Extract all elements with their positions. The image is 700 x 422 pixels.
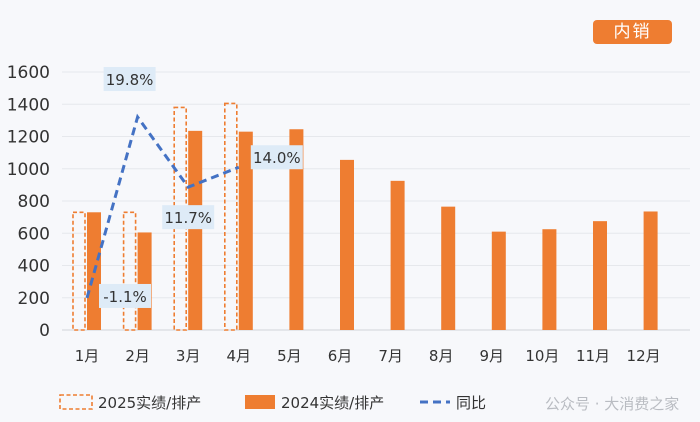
y-tick-label: 1400 (7, 95, 50, 115)
y-tick-label: 0 (39, 321, 50, 341)
bar-2024 (441, 206, 456, 330)
yoy-label-bg (99, 283, 151, 308)
x-tick-label: 4月 (227, 347, 252, 365)
bar-2025 (224, 102, 238, 331)
bar-2024 (491, 231, 506, 330)
bar-2024 (289, 129, 304, 330)
legend-swatch-2025 (59, 394, 93, 410)
x-tick-label: 7月 (378, 347, 403, 365)
x-tick-label: 2月 (125, 347, 150, 365)
yoy-label-bg (250, 145, 303, 170)
x-tick-label: 1月 (75, 347, 100, 365)
yoy-label: 14.0% (253, 149, 301, 167)
bar-2024 (238, 131, 253, 330)
yoy-label: 19.8% (106, 71, 154, 89)
yoy-label-bg (103, 67, 156, 92)
x-tick-label: 5月 (277, 347, 302, 365)
yoy-label-bg (162, 205, 215, 230)
y-tick-label: 1000 (7, 160, 50, 180)
y-tick-label: 1600 (7, 63, 50, 83)
legend-label-yoy: 同比 (456, 394, 486, 412)
x-tick-label: 11月 (576, 347, 610, 365)
legend-swatch-2024 (245, 395, 275, 409)
x-tick-label: 8月 (429, 347, 454, 365)
yoy-line (85, 113, 240, 299)
bar-2025 (72, 211, 86, 331)
x-tick-label: 10月 (525, 347, 559, 365)
bar-2024 (390, 180, 405, 330)
bar-2024 (188, 130, 203, 330)
x-tick-label: 6月 (328, 347, 353, 365)
x-tick-label: 9月 (480, 347, 505, 365)
bar-2024 (542, 229, 557, 330)
legend-label-2024: 2024实绩/排产 (281, 394, 384, 412)
x-tick-label: 12月 (627, 347, 661, 365)
y-tick-label: 600 (18, 224, 50, 244)
bar-2024 (643, 211, 658, 330)
x-tick-label: 3月 (176, 347, 201, 365)
y-tick-label: 400 (18, 257, 50, 277)
bar-2024 (593, 221, 607, 330)
domestic-sales-badge: 内销 (593, 20, 672, 44)
yoy-label: -1.1% (103, 288, 147, 306)
bar-2025 (122, 211, 137, 331)
wechat-watermark: 公众号 · 大消费之家 (545, 395, 680, 413)
y-tick-label: 800 (18, 192, 50, 212)
legend-label-2025: 2025实绩/排产 (98, 394, 201, 412)
bar-2024 (137, 232, 152, 330)
bar-2024 (340, 159, 354, 330)
y-tick-label: 1200 (7, 128, 50, 148)
yoy-label: 11.7% (164, 209, 212, 227)
y-tick-label: 200 (18, 289, 50, 309)
